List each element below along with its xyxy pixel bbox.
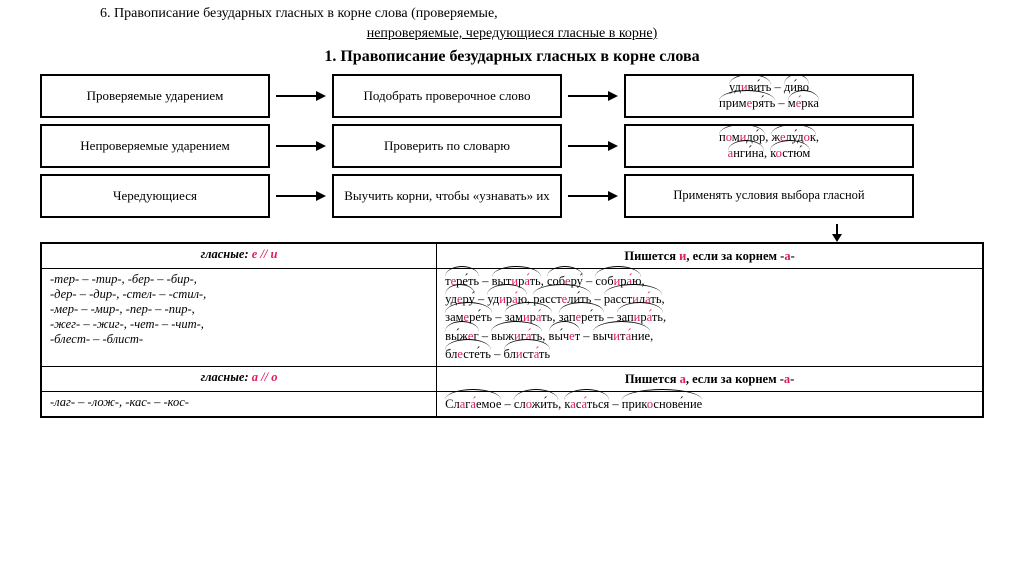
alternation-table: гласные: е // и Пишется и, если за корне…: [40, 242, 984, 418]
roots-ao: -лаг- – -лож-, -кас- – -кос-: [41, 391, 437, 417]
arrow-icon: [568, 189, 618, 203]
flow-box-r2c3: помидо́р, желу́док, анги́на, костю́м: [624, 124, 914, 168]
flow-box-r1c3: удиви́ть – ди́во примеря́ть – ме́рка: [624, 74, 914, 118]
arrow-icon: [276, 189, 326, 203]
flow-box-r2c2: Проверить по словарю: [332, 124, 562, 168]
arrow-icon: [568, 139, 618, 153]
flow-box-r3c2: Выучить корни, чтобы «узнавать» их: [332, 174, 562, 218]
examples-ei: тере́ть – вытира́ть, соберу́ – собира́ю,…: [437, 269, 983, 367]
flow-row-1: Проверяемые ударением Подобрать провероч…: [40, 74, 984, 118]
table-head-ao-right: Пишется а, если за корнем -а-: [437, 366, 983, 391]
flow-box-r1c1: Проверяемые ударением: [40, 74, 270, 118]
flow-box-r3c1: Чередующиеся: [40, 174, 270, 218]
section-title: 1. Правописание безударных гласных в кор…: [40, 48, 984, 66]
page-heading-line1: 6. Правописание безударных гласных в кор…: [40, 6, 984, 22]
flow-row-2: Непроверяемые ударением Проверить по сло…: [40, 124, 984, 168]
arrow-icon: [276, 139, 326, 153]
flow-row-3: Чередующиеся Выучить корни, чтобы «узнав…: [40, 174, 984, 218]
roots-ei: -тер- – -тир-, -бер- – -бир-, -дер- – -д…: [41, 269, 437, 367]
page-heading-line2: непроверяемые, чередующиеся гласные в ко…: [40, 26, 984, 42]
arrow-icon: [568, 89, 618, 103]
flow-box-r1c2: Подобрать проверочное слово: [332, 74, 562, 118]
examples-ao: Слага́емое – сложи́ть, каса́ться – прико…: [437, 391, 983, 417]
table-head-ei-right: Пишется и, если за корнем -а-: [437, 243, 983, 269]
flow-box-r3c3: Применять условия выбора гласной: [624, 174, 914, 218]
table-head-ei-left: гласные: е // и: [41, 243, 437, 269]
arrow-icon: [276, 89, 326, 103]
down-arrow-icon: [40, 224, 984, 242]
flow-box-r2c1: Непроверяемые ударением: [40, 124, 270, 168]
table-head-ao-left: гласные: а // о: [41, 366, 437, 391]
